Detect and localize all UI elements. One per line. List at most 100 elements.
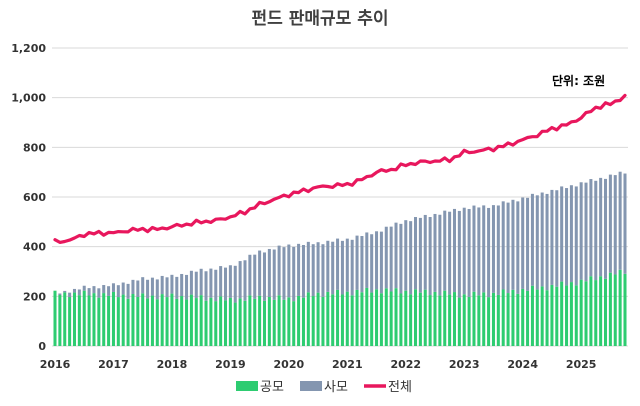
bar-public [160,294,164,346]
bar-private [555,190,559,287]
bar-public [155,299,159,346]
bar-private [565,188,569,286]
bar-private [258,250,262,296]
bar-public [126,298,130,346]
bar-private [272,249,276,300]
bar-private [146,279,150,299]
bar-private [233,265,237,303]
bar-private [418,217,422,293]
bar-private [394,222,398,289]
bar-private [209,268,213,298]
bar-public [82,290,86,346]
bar-public [102,293,106,346]
bar-private [448,211,452,295]
bar-public [301,297,305,346]
bar-private [336,238,340,290]
bar-public [443,290,447,346]
bar-public [550,284,554,346]
bar-private [326,240,330,292]
bar-private [306,241,310,293]
bar-public [399,293,403,346]
bar-private [618,171,622,270]
bar-private [370,234,374,293]
bar-private [501,201,505,290]
y-tick-label: 200 [23,290,46,303]
bar-private [608,174,612,273]
y-tick-label: 1,000 [11,92,46,105]
bar-private [579,182,583,280]
bar-public [272,299,276,346]
bar-private [379,231,383,294]
bar-private [345,238,349,292]
bar-public [238,298,242,346]
bar-private [535,195,539,290]
bar-public [506,293,510,346]
bar-private [365,232,369,288]
bar-private [511,199,515,290]
bar-public [394,288,398,346]
bar-public [404,290,408,346]
bar-private [92,286,96,294]
bar-public [297,295,301,346]
bar-private [267,248,271,297]
y-tick-label: 800 [23,141,46,154]
bar-private [526,197,530,291]
bar-private [487,207,491,298]
bar-public [409,294,413,346]
bar-private [409,221,413,295]
bar-private [550,189,554,285]
bar-public [535,289,539,346]
bar-public [511,289,515,346]
bar-private [58,293,62,296]
bar-private [574,186,578,286]
bar-public [258,295,262,346]
bar-private [375,231,379,290]
bar-public [53,290,57,346]
bar-public [97,297,101,346]
bar-public [618,269,622,346]
x-tick-label: 2020 [274,358,305,371]
bar-private [462,207,466,295]
bar-public [418,292,422,346]
bar-public [487,297,491,346]
bar-private [170,274,174,294]
bar-public [545,290,549,346]
bar-public [594,280,598,346]
bar-public [384,288,388,346]
bar-private [165,277,169,298]
bar-public [228,297,232,346]
bar-public [136,296,140,346]
bar-public [379,293,383,346]
bar-private [189,270,193,295]
bar-public [521,288,525,346]
bar-public [574,285,578,346]
bar-public [146,298,150,346]
bar-private [472,205,476,292]
bar-public [116,297,120,346]
bar-private [604,178,608,279]
bar-public [92,293,96,346]
bar-private [141,277,145,294]
bar-public [58,295,62,346]
bar-private [116,285,120,298]
bar-private [175,276,179,299]
bar-private [389,226,393,292]
bar-layer [53,171,627,346]
bar-private [457,210,461,298]
bar-private [155,279,159,300]
line-layer [53,93,627,244]
bar-private [248,254,252,296]
bar-public [287,297,291,346]
bar-private [204,271,208,301]
bar-private [282,247,286,300]
bar-private [360,236,364,293]
bar-private [428,217,432,296]
x-tick-label: 2023 [449,358,480,371]
bar-public [224,300,228,346]
bar-private [452,208,456,293]
x-tick-label: 2017 [98,358,129,371]
bar-private [399,223,403,294]
bar-private [311,244,315,297]
bar-public [579,279,583,346]
bar-public [141,293,145,346]
